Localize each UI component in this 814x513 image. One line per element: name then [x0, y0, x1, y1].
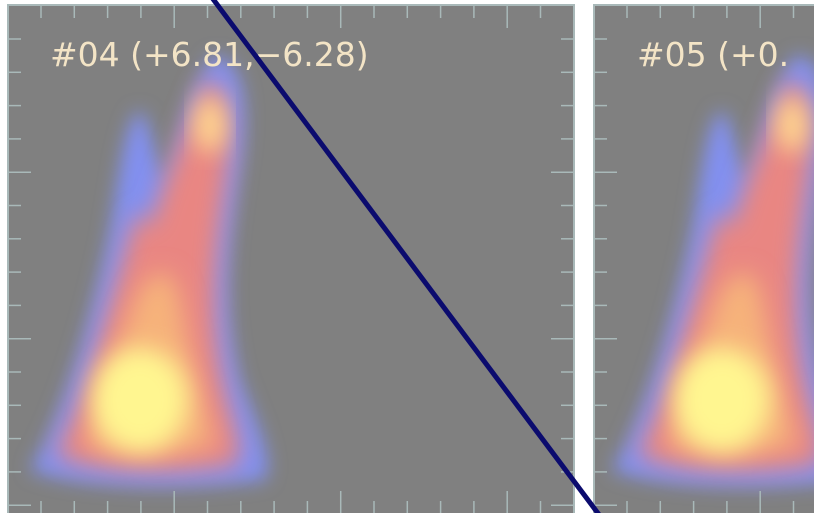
ticks: [595, 6, 795, 513]
diagonal-line: [210, 0, 601, 513]
panel-label: #05 (+0.: [637, 35, 789, 74]
panel: #05 (+0.: [593, 4, 814, 513]
ticks: [9, 6, 575, 513]
panel: #04 (+6.81,−6.28): [7, 4, 575, 513]
panel-label: #04 (+6.81,−6.28): [50, 35, 369, 74]
